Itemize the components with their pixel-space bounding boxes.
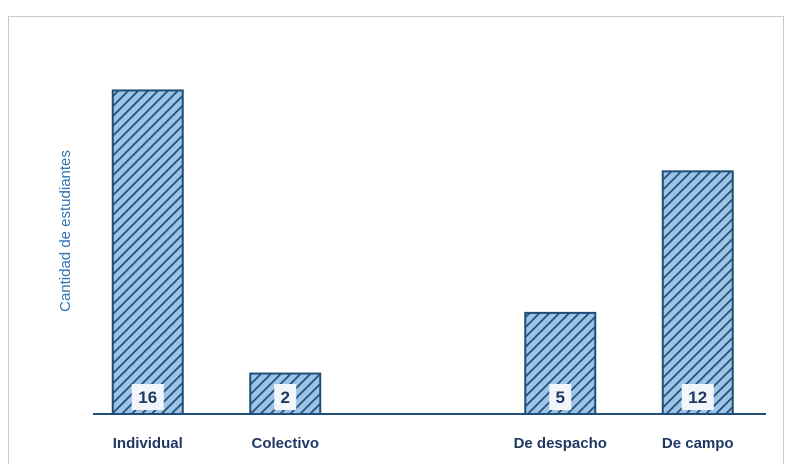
bar-0	[111, 89, 184, 415]
data-label-box-3	[549, 384, 572, 410]
data-label-box-1	[274, 384, 297, 410]
y-axis-title: Cantidad de estudiantes	[57, 150, 74, 312]
data-label-box-4	[681, 384, 714, 410]
data-label-3: 5	[556, 388, 565, 407]
data-label-box-0	[131, 384, 164, 410]
x-tick-label-1: Colectivo	[251, 435, 319, 452]
bars-group: 16 2 5 12	[111, 89, 734, 415]
data-label-0: 16	[138, 388, 157, 407]
x-tick-label-4: De campo	[662, 435, 734, 452]
x-tick-label-3: De despacho	[514, 435, 607, 452]
data-label-1: 2	[281, 388, 290, 407]
x-tick-labels: Individual Colectivo De despacho De campo	[113, 435, 734, 452]
bar-4	[661, 170, 734, 415]
x-tick-label-0: Individual	[113, 435, 183, 452]
data-label-4: 12	[688, 388, 707, 407]
